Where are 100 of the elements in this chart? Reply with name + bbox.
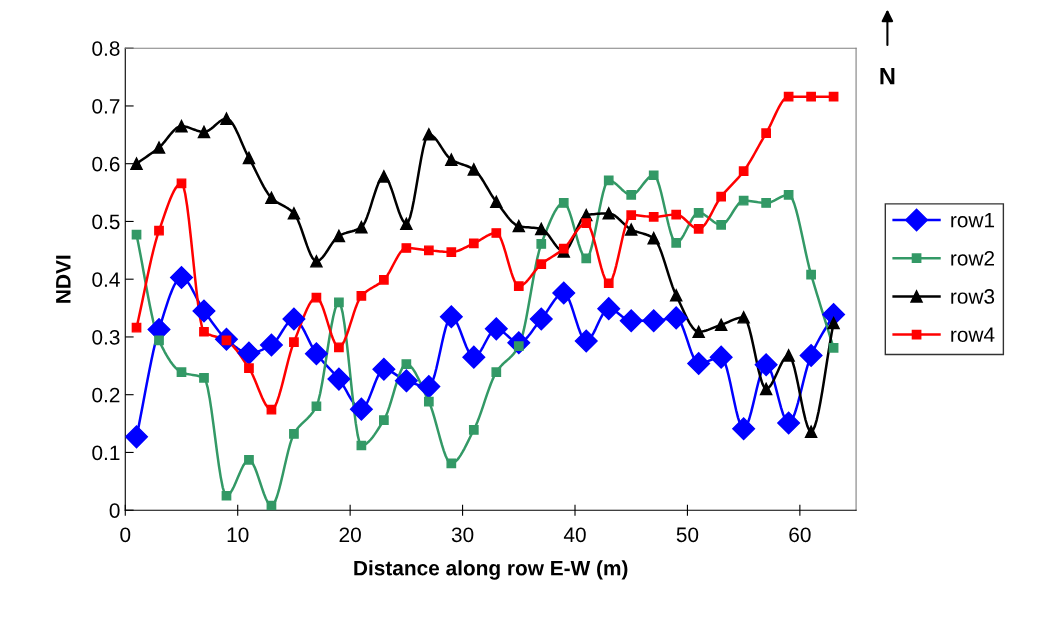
y-tick-label: 0.4 <box>92 272 120 287</box>
point <box>687 352 711 376</box>
point <box>648 170 659 181</box>
point <box>782 349 795 362</box>
point <box>490 195 503 209</box>
point <box>372 357 396 381</box>
point <box>558 198 569 208</box>
point <box>513 281 524 291</box>
y-tick-label: 0 <box>109 503 120 518</box>
point <box>467 163 481 176</box>
point <box>491 228 502 238</box>
point <box>334 297 344 308</box>
point <box>603 175 614 186</box>
point <box>327 367 351 391</box>
point <box>220 112 233 125</box>
point <box>759 382 773 396</box>
point <box>761 198 771 208</box>
x-tick-label: 10 <box>227 527 249 543</box>
point <box>693 207 704 218</box>
point <box>737 311 750 324</box>
point <box>714 318 728 332</box>
x-tick-label: 20 <box>339 527 361 543</box>
point <box>192 299 216 323</box>
point <box>783 190 794 200</box>
legend-label: row3 <box>951 289 995 304</box>
point <box>647 231 660 245</box>
point <box>558 243 569 254</box>
point <box>176 367 187 378</box>
x-tick-label: 50 <box>676 527 699 543</box>
point <box>152 141 166 154</box>
point <box>777 411 801 435</box>
point <box>783 91 794 102</box>
y-tick-label: 0.6 <box>92 156 120 172</box>
point <box>828 343 839 353</box>
point <box>445 153 458 166</box>
point <box>716 220 727 230</box>
point <box>626 190 637 200</box>
point <box>417 375 441 399</box>
point <box>244 363 254 373</box>
point <box>669 289 683 302</box>
x-axis-title: Distance along row E-W (m) <box>354 560 628 580</box>
point <box>266 500 277 511</box>
point <box>130 157 143 170</box>
point <box>692 325 705 338</box>
point <box>664 306 688 330</box>
y-tick-label: 0.5 <box>92 214 120 230</box>
y-tick-label: 0.2 <box>92 387 120 403</box>
point <box>804 425 818 438</box>
point <box>175 119 188 133</box>
point <box>574 329 598 353</box>
point <box>484 317 508 341</box>
point <box>379 274 389 285</box>
y-tick-label: 0.8 <box>92 41 120 56</box>
point <box>693 224 704 234</box>
point <box>536 239 547 249</box>
point <box>401 243 412 253</box>
point <box>738 166 749 177</box>
point <box>529 307 553 331</box>
point <box>799 343 823 367</box>
x-tick-label: 30 <box>451 527 474 543</box>
point <box>716 191 727 202</box>
legend-label: row4 <box>951 327 995 343</box>
point <box>462 345 486 369</box>
y-axis-title: NDVI <box>56 255 71 303</box>
point <box>265 191 278 205</box>
point <box>259 333 283 357</box>
point <box>394 369 418 393</box>
point <box>709 345 733 369</box>
point <box>754 353 778 377</box>
point <box>289 429 299 439</box>
point <box>169 265 193 289</box>
point <box>624 223 638 236</box>
point <box>761 128 771 138</box>
point <box>648 211 659 222</box>
point <box>603 278 614 289</box>
point <box>738 195 749 206</box>
point <box>827 316 840 330</box>
point <box>221 490 232 501</box>
point <box>355 220 368 234</box>
point <box>356 291 367 301</box>
x-tick-label: 0 <box>120 527 131 543</box>
point <box>311 292 322 303</box>
point <box>535 222 548 236</box>
point <box>304 342 328 366</box>
x-tick-label: 60 <box>789 527 811 543</box>
point <box>671 209 682 220</box>
y-tick-label: 0.1 <box>92 445 120 461</box>
point <box>377 170 391 183</box>
point <box>671 237 682 248</box>
point <box>536 259 547 270</box>
point <box>237 341 261 365</box>
point <box>242 151 256 165</box>
point <box>154 225 164 236</box>
point <box>439 305 463 329</box>
y-tick-label: 0.7 <box>92 98 120 114</box>
point <box>806 269 816 280</box>
point <box>332 229 346 243</box>
point <box>423 396 434 407</box>
point <box>446 458 457 469</box>
point <box>349 397 373 421</box>
